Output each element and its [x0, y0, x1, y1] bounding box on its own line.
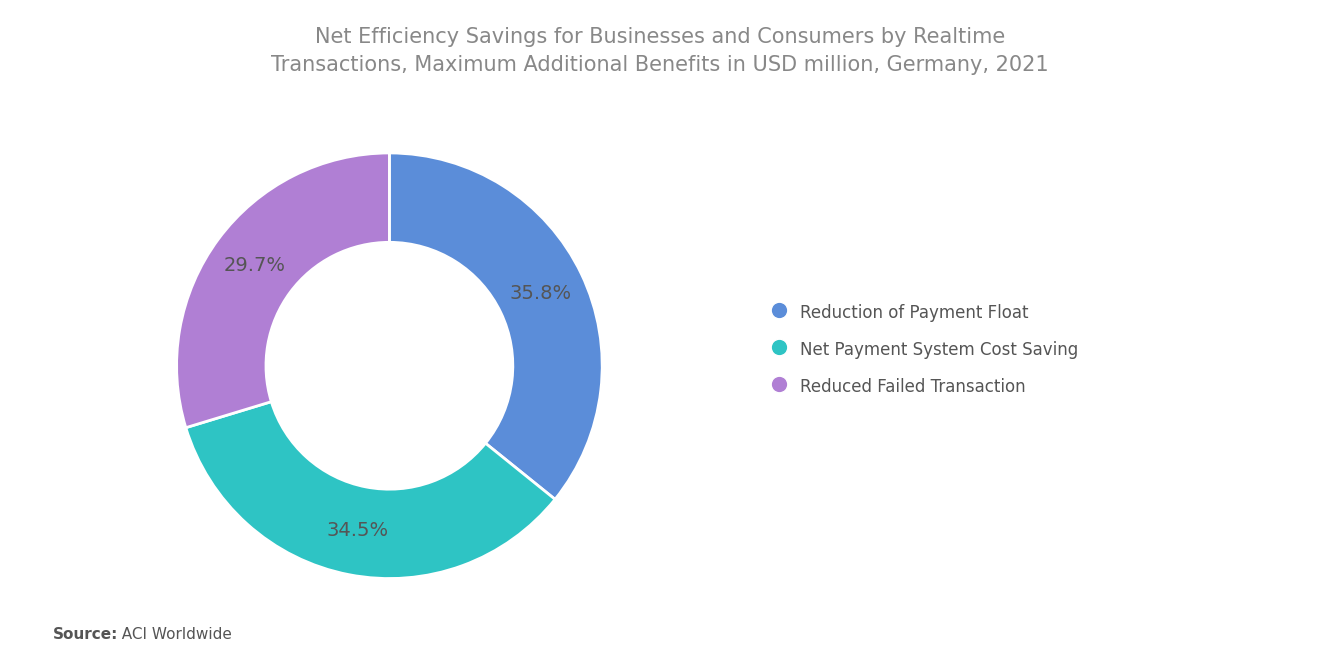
- Text: 35.8%: 35.8%: [510, 284, 572, 303]
- Text: 34.5%: 34.5%: [326, 521, 388, 540]
- Wedge shape: [186, 402, 554, 579]
- Legend: Reduction of Payment Float, Net Payment System Cost Saving, Reduced Failed Trans: Reduction of Payment Float, Net Payment …: [762, 294, 1086, 404]
- Text: Source:: Source:: [53, 626, 119, 642]
- Wedge shape: [177, 153, 389, 428]
- Text: Net Efficiency Savings for Businesses and Consumers by Realtime
Transactions, Ma: Net Efficiency Savings for Businesses an…: [271, 27, 1049, 74]
- Text: 29.7%: 29.7%: [223, 256, 285, 275]
- Wedge shape: [389, 153, 602, 499]
- Text: ACI Worldwide: ACI Worldwide: [112, 626, 232, 642]
